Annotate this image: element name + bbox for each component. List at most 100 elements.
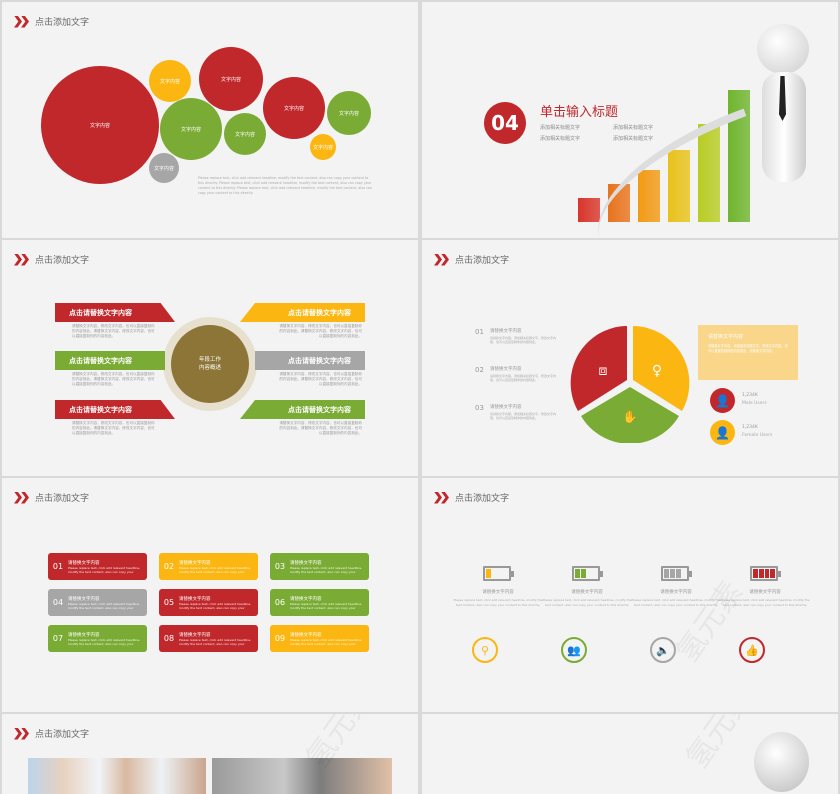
box-title: 请替换文字内容 (290, 596, 322, 602)
box-title: 请替换文字内容 (68, 560, 100, 566)
slide-header: 点击添加文字 (434, 253, 509, 266)
pie-chart: ⧈ ♀ ✋ (570, 326, 690, 443)
box-number: 01 (52, 562, 64, 571)
bubble: 文字内容 (160, 98, 222, 160)
info-box-body: 请替换文字内容，添加相关标题文字，修改文字内容，也可以直接复制你的内容到此。请替… (708, 344, 788, 353)
box-text: 请替换文字内容 Please replace text, click add re… (290, 560, 365, 574)
content-box[interactable]: 09 请替换文字内容 Please replace text, click add … (270, 625, 369, 652)
content-box[interactable]: 02 请替换文字内容 Please replace text, click add … (159, 553, 258, 580)
bubble: 文字内容 (310, 134, 336, 160)
bullet-item: 添加相关标题文字 (540, 136, 581, 142)
users-icon[interactable]: 👥 (561, 637, 587, 663)
speaker-icon[interactable]: 🔈 (650, 637, 676, 663)
slide-photos[interactable]: 点击添加文字 氢元素 (2, 714, 418, 794)
banner-6: 点击请替换文字内容 (240, 400, 365, 419)
bubble: 文字内容 (41, 66, 159, 184)
content-box[interactable]: 01 请替换文字内容 Please replace text, click add … (48, 553, 147, 580)
slide-header: 点击添加文字 (14, 491, 89, 504)
header-text: 点击添加文字 (35, 256, 90, 266)
box-number: 04 (52, 598, 64, 607)
number-badge: 04 (484, 102, 526, 144)
chevron-icon (14, 254, 30, 266)
box-number: 08 (163, 634, 175, 643)
search-icon[interactable]: ⚲ (472, 637, 498, 663)
content-box[interactable]: 03 请替换文字内容 Please replace text, click add … (270, 553, 369, 580)
item-label: 请替换文字内容 (571, 590, 603, 595)
box-number: 02 (163, 562, 175, 571)
slide-batteries[interactable]: 点击添加文字 请替换文字内容 Please replace text, click… (422, 478, 838, 712)
bubble: 文字内容 (224, 113, 266, 155)
box-text: 请替换文字内容 Please replace text, click add re… (179, 596, 254, 610)
content-box[interactable]: 07 请替换文字内容 Please replace text, click add … (48, 625, 147, 652)
battery-cell (758, 569, 764, 578)
content-box[interactable]: 05 请替换文字内容 Please replace text, click add … (159, 589, 258, 616)
chevron-icon (14, 16, 30, 28)
pie-slice-green (581, 387, 679, 443)
box-text: 请替换文字内容 Please replace text, click add re… (68, 560, 143, 574)
battery-icon (750, 566, 781, 581)
slide-header: 点击添加文字 (14, 253, 89, 266)
banner-body: 请替换文字内容，修改文字内容，也可以直接复制你的内容到此。请替换文字内容，修改文… (72, 372, 155, 386)
bubble: 文字内容 (199, 47, 263, 111)
handshake-photo (212, 758, 392, 794)
bar (578, 198, 600, 222)
content-box[interactable]: 08 请替换文字内容 Please replace text, click add … (159, 625, 258, 652)
slide-header: 点击添加文字 (14, 727, 89, 740)
thumbs-up-icon[interactable]: 👍 (739, 637, 765, 663)
box-desc: Please replace text, click add relevant … (290, 637, 363, 646)
box-title: 请替换文字内容 (179, 632, 211, 638)
banner-2: 点击请替换文字内容 (55, 351, 165, 370)
battery-icon (661, 566, 692, 581)
slide-title-04[interactable]: 04 单击输入标题 添加相关标题文字 添加相关标题文字 添加相关标题文字 添加相关标题… (422, 2, 838, 238)
battery-icon (572, 566, 603, 581)
tie-icon (779, 76, 786, 121)
header-text: 点击添加文字 (35, 730, 90, 740)
banner-4: 点击请替换文字内容 (240, 303, 365, 322)
banner-1: 点击请替换文字内容 (55, 303, 175, 322)
list-number: 01 (475, 328, 484, 336)
box-number: 03 (274, 562, 286, 571)
content-box[interactable]: 06 请替换文字内容 Please replace text, click add … (270, 589, 369, 616)
stat-label: Male Users (742, 401, 767, 406)
banner-3: 点击请替换文字内容 (55, 400, 175, 419)
header-text: 点击添加文字 (455, 256, 510, 266)
slide-bubbles[interactable]: 点击添加文字 文字内容 文字内容 文字内容 文字内容 文字内容 文字内容 文字内容 文字内容文… (2, 2, 418, 238)
center-label: 年段工作 内容概述 (171, 325, 249, 403)
box-title: 请替换文字内容 (179, 560, 211, 566)
battery-icon (483, 566, 514, 581)
battery-cell (676, 569, 681, 578)
battery-cell (670, 569, 675, 578)
slide-grid-boxes[interactable]: 点击添加文字 01 请替换文字内容 Please replace text, cli… (2, 478, 418, 712)
header-text: 点击添加文字 (35, 494, 90, 504)
box-text: 请替换文字内容 Please replace text, click add re… (68, 632, 143, 646)
slide-mindmap[interactable]: 点击添加文字 年段工作 内容概述 点击请替换文字内容请替换文字内容，修改文字内容… (2, 240, 418, 476)
team-photo (28, 758, 206, 794)
box-title: 请替换文字内容 (68, 632, 100, 638)
banner-5: 点击请替换文字内容 (255, 351, 365, 370)
watermark: 氢元素 (679, 714, 761, 775)
list-number: 03 (475, 404, 484, 412)
list-title: 请替换文字内容 (490, 329, 522, 334)
chevron-icon (14, 728, 30, 740)
chevron-icon (434, 492, 450, 504)
box-title: 请替换文字内容 (68, 596, 100, 602)
box-title: 请替换文字内容 (179, 596, 211, 602)
bubble: 文字内容 (263, 77, 325, 139)
battery-cell (581, 569, 586, 578)
bar (728, 90, 750, 222)
battery-cell (575, 569, 580, 578)
box-desc: Please replace text, click add relevant … (179, 601, 252, 610)
female-user-icon: 👤 (710, 420, 735, 445)
box-number: 07 (52, 634, 64, 643)
slide-pie[interactable]: 点击添加文字 01 请替换文字内容请替换文字内容，添加相关标题文字，修改文字内容，… (422, 240, 838, 476)
content-box[interactable]: 04 请替换文字内容 Please replace text, click add … (48, 589, 147, 616)
battery-cell (764, 569, 770, 578)
bar (638, 170, 660, 222)
bullet-item: 添加相关标题文字 (540, 125, 581, 131)
pie-slice-yellow (633, 326, 690, 411)
item-desc: Please replace text, click add relevant … (631, 598, 721, 607)
box-title: 请替换文字内容 (290, 632, 322, 638)
box-desc: Please replace text, click add relevant … (68, 637, 141, 646)
watermark: 氢元素 (669, 575, 751, 669)
slide-blank-figure[interactable]: 氢元素 (422, 714, 838, 794)
